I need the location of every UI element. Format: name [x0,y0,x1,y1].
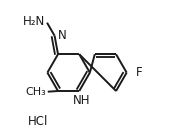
Text: CH₃: CH₃ [26,87,46,97]
Text: F: F [136,66,142,79]
Text: N: N [58,29,66,42]
Text: HCl: HCl [28,115,49,128]
Text: NH: NH [73,94,90,107]
Text: H₂N: H₂N [23,15,45,28]
